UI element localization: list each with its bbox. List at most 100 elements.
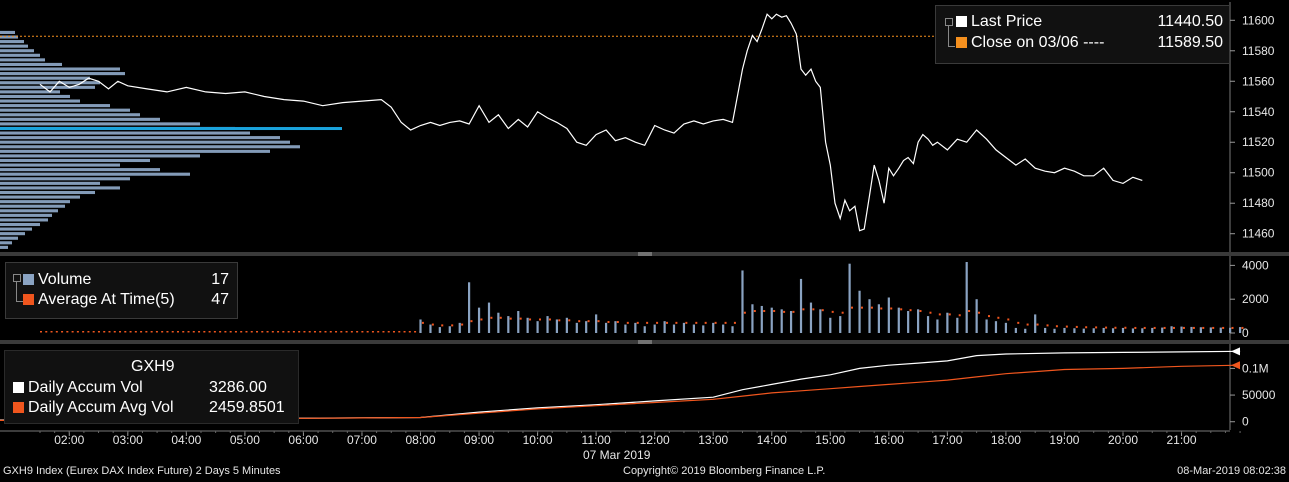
volume-bar xyxy=(1004,322,1008,333)
average-at-time-marker xyxy=(1182,326,1185,329)
price-y-tick-label: 11540 xyxy=(1242,105,1275,119)
volume-bar xyxy=(897,307,900,333)
volume-profile-bar xyxy=(0,232,25,236)
accum-vol-swatch xyxy=(13,382,24,393)
volume-bar xyxy=(1121,327,1125,333)
x-tick-label: 02:00 xyxy=(54,433,84,447)
average-at-time-dot xyxy=(345,331,348,333)
average-at-time-dot xyxy=(92,331,95,333)
average-at-time-marker xyxy=(421,321,424,324)
x-tick-label: 16:00 xyxy=(874,433,904,447)
footer-security-description: GXH9 Index (Eurex DAX Index Future) 2 Da… xyxy=(3,465,281,477)
x-tick-label: 17:00 xyxy=(932,433,962,447)
average-at-time-marker xyxy=(1105,326,1108,329)
average-at-time-dot xyxy=(150,331,153,333)
average-at-time-marker xyxy=(909,309,912,312)
volume-profile-bar xyxy=(0,227,32,231)
average-at-time-marker xyxy=(646,321,649,324)
volume-legend-toggle[interactable] xyxy=(13,274,21,282)
average-at-time-marker xyxy=(704,321,707,324)
average-at-time-marker xyxy=(461,323,464,326)
average-at-time-dot xyxy=(277,331,280,333)
volume-bar xyxy=(1014,327,1017,333)
average-at-time-marker xyxy=(666,321,669,324)
legend-collapse-toggle[interactable] xyxy=(945,18,953,26)
volume-value: 17 xyxy=(211,271,229,288)
volume-bar xyxy=(448,326,451,333)
volume-bar xyxy=(1151,327,1154,333)
daily-accum-vol-line xyxy=(0,350,1241,421)
average-at-time-dot xyxy=(387,331,390,333)
average-at-time-dot xyxy=(356,331,359,333)
volume-profile-bar xyxy=(0,172,190,176)
volume-profile-bar xyxy=(0,213,52,217)
average-at-time-dot xyxy=(219,331,222,333)
price-y-tick-label: 11580 xyxy=(1242,44,1275,58)
average-at-time-marker xyxy=(1007,318,1010,321)
average-at-time-dot xyxy=(71,331,74,333)
average-at-time-marker xyxy=(860,306,863,309)
average-at-time-marker xyxy=(616,321,619,324)
volume-bar xyxy=(692,324,695,333)
average-at-time-marker xyxy=(538,318,541,321)
volume-profile-bar xyxy=(0,154,200,158)
average-at-time-marker xyxy=(597,320,600,323)
average-at-time-marker xyxy=(714,321,717,324)
volume-profile-bar xyxy=(0,72,125,76)
average-at-time-marker xyxy=(958,314,961,317)
volume-profile-bar xyxy=(0,99,80,103)
x-tick-label: 08:00 xyxy=(405,433,435,447)
volume-bar xyxy=(672,324,676,333)
average-at-time-dot xyxy=(40,331,42,333)
average-at-time-marker xyxy=(568,319,571,322)
x-tick-label: 20:00 xyxy=(1108,433,1138,447)
legend-daily-accum-vol: Daily Accum Vol xyxy=(13,379,143,397)
average-at-time-dot xyxy=(319,331,322,333)
volume-bar xyxy=(467,282,471,333)
average-at-time-marker xyxy=(841,311,844,314)
volume-profile-bar xyxy=(0,168,160,172)
volume-label: Volume xyxy=(38,271,92,288)
volume-bar xyxy=(1092,328,1095,333)
accum-vol-label: Daily Accum Vol xyxy=(28,379,143,396)
legend-previous-close: Close on 03/06 ---- xyxy=(956,34,1104,52)
average-at-time-dot xyxy=(213,331,216,333)
average-at-time-dot xyxy=(329,331,332,333)
volume-bar xyxy=(819,309,822,333)
volume-bar xyxy=(994,321,998,333)
volume-profile-bar xyxy=(0,136,280,140)
volume-bar xyxy=(780,309,783,333)
average-at-time-dot xyxy=(382,331,385,333)
accum-legend: GXH9 Daily Accum Vol 3286.00 Daily Accum… xyxy=(4,350,299,424)
volume-bar xyxy=(946,312,949,333)
volume-profile-bar xyxy=(0,186,120,190)
volume-bar xyxy=(1131,328,1135,333)
average-at-time-marker xyxy=(548,318,551,321)
average-at-time-dot xyxy=(61,331,64,333)
average-at-time-marker xyxy=(578,320,581,323)
volume-bar xyxy=(526,317,529,333)
average-at-time-dot xyxy=(292,331,295,333)
volume-bar xyxy=(575,322,578,333)
average-at-time-marker xyxy=(587,320,590,323)
average-at-time-marker xyxy=(1143,326,1146,329)
average-at-time-dot xyxy=(171,331,174,333)
volume-profile-bar xyxy=(0,241,12,245)
average-at-time-dot xyxy=(124,331,127,333)
average-at-time-marker xyxy=(733,321,736,324)
volume-bar xyxy=(839,316,842,333)
volume-bar xyxy=(799,278,803,333)
volume-y-tick-label: 0 xyxy=(1242,326,1249,340)
average-at-time-dot xyxy=(282,331,285,333)
average-at-time-marker xyxy=(978,311,981,314)
volume-bar xyxy=(653,324,656,333)
volume-bar xyxy=(1111,328,1115,333)
volume-profile-bar xyxy=(0,200,70,204)
volume-profile-bar xyxy=(0,177,130,181)
legend-last-price: Last Price xyxy=(956,13,1042,31)
average-at-time-dot xyxy=(50,331,53,333)
volume-bar xyxy=(458,322,461,333)
average-at-time-dot xyxy=(161,331,164,333)
volume-bar xyxy=(1219,327,1222,333)
volume-profile-bar xyxy=(0,149,270,153)
